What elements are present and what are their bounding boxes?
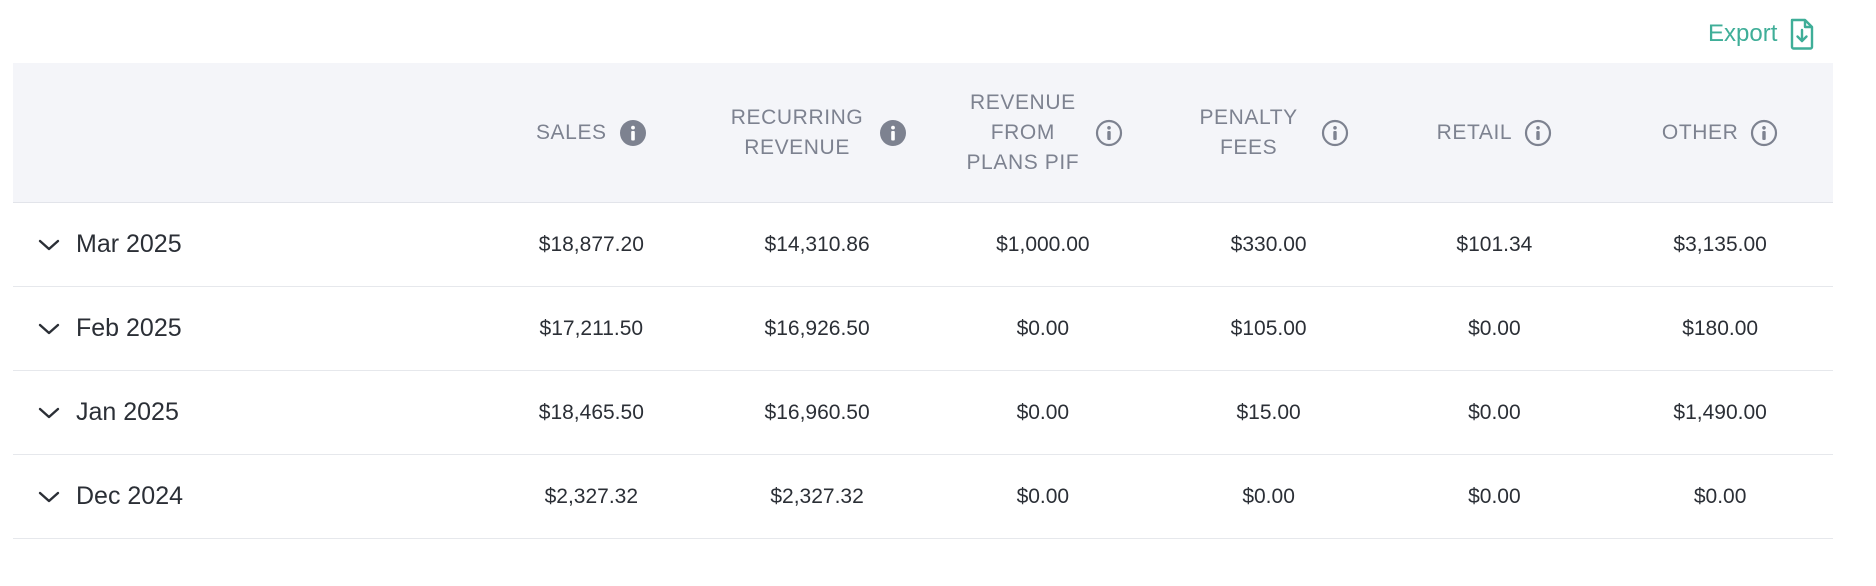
cell-penalty-fees: $0.00 (1242, 484, 1295, 508)
cell-sales: $18,877.20 (538, 232, 644, 256)
info-icon[interactable] (879, 119, 907, 147)
cell-retail: $0.00 (1468, 484, 1521, 508)
cell-recurring-revenue: $14,310.86 (764, 232, 870, 256)
cell-penalty-fees: $15.00 (1236, 400, 1301, 424)
info-icon[interactable] (619, 119, 647, 147)
export-label: Export (1708, 20, 1778, 47)
export-button[interactable]: Export (1708, 14, 1815, 54)
cell-retail: $0.00 (1468, 316, 1521, 340)
chevron-down-icon[interactable] (34, 482, 64, 512)
revenue-table: SALES RECURRING REVENUE REVENUE FROM (13, 63, 1833, 539)
column-label-recurring-revenue: RECURRING REVENUE (730, 105, 864, 159)
column-label-retail: RETAIL (1436, 120, 1513, 144)
cell-recurring-revenue: $16,960.50 (764, 400, 870, 424)
row-month-cell: Feb 2025 (13, 314, 478, 344)
table-row: Dec 2024 $2,327.32 $2,327.32 $0.00 $0.00… (13, 455, 1833, 539)
cell-revenue-from-plans-pif: $0.00 (1016, 316, 1070, 340)
month-label[interactable]: Jan 2025 (76, 398, 179, 426)
month-label[interactable]: Mar 2025 (76, 230, 182, 258)
cell-recurring-revenue: $16,926.50 (764, 316, 870, 340)
info-outline-icon[interactable] (1524, 119, 1552, 147)
chevron-down-icon[interactable] (34, 314, 64, 344)
row-month-cell: Dec 2024 (13, 482, 478, 512)
cell-sales: $2,327.32 (544, 484, 639, 508)
month-label[interactable]: Feb 2025 (76, 314, 182, 342)
cell-other: $0.00 (1693, 484, 1747, 508)
column-header-retail: RETAIL (1382, 118, 1608, 148)
cell-retail: $0.00 (1468, 400, 1521, 424)
column-header-recurring-revenue: RECURRING REVENUE (704, 103, 930, 163)
cell-penalty-fees: $105.00 (1230, 316, 1307, 340)
row-month-cell: Jan 2025 (13, 398, 478, 428)
chevron-down-icon[interactable] (34, 398, 64, 428)
column-label-sales: SALES (535, 120, 607, 144)
row-month-cell: Mar 2025 (13, 230, 478, 260)
table-row: Feb 2025 $17,211.50 $16,926.50 $0.00 $10… (13, 287, 1833, 371)
table-row: Mar 2025 $18,877.20 $14,310.86 $1,000.00… (13, 203, 1833, 287)
info-outline-icon[interactable] (1321, 119, 1349, 147)
column-header-sales: SALES (478, 118, 704, 148)
table-header: SALES RECURRING REVENUE REVENUE FROM (13, 63, 1833, 203)
column-label-revenue-from-plans-pif: REVENUE FROM PLANS PIF (966, 90, 1080, 174)
info-outline-icon[interactable] (1750, 119, 1778, 147)
column-label-penalty-fees: PENALTY FEES (1199, 105, 1298, 159)
file-download-icon (1789, 18, 1815, 50)
chevron-down-icon[interactable] (34, 230, 64, 260)
cell-other: $3,135.00 (1673, 232, 1767, 256)
cell-recurring-revenue: $2,327.32 (770, 484, 864, 508)
cell-sales: $17,211.50 (539, 316, 644, 340)
column-label-other: OTHER (1661, 120, 1739, 144)
column-header-revenue-from-plans-pif: REVENUE FROM PLANS PIF (930, 88, 1156, 178)
cell-other: $1,490.00 (1673, 400, 1767, 424)
column-header-penalty-fees: PENALTY FEES (1156, 103, 1382, 163)
cell-sales: $18,465.50 (538, 400, 644, 424)
cell-revenue-from-plans-pif: $0.00 (1016, 400, 1070, 424)
cell-penalty-fees: $330.00 (1230, 232, 1307, 256)
table-row: Jan 2025 $18,465.50 $16,960.50 $0.00 $15… (13, 371, 1833, 455)
cell-revenue-from-plans-pif: $0.00 (1016, 484, 1070, 508)
cell-retail: $101.34 (1456, 232, 1533, 256)
month-label[interactable]: Dec 2024 (76, 482, 184, 510)
cell-other: $180.00 (1682, 316, 1759, 340)
column-header-other: OTHER (1607, 118, 1833, 148)
cell-revenue-from-plans-pif: $1,000.00 (996, 232, 1090, 256)
info-outline-icon[interactable] (1095, 119, 1123, 147)
